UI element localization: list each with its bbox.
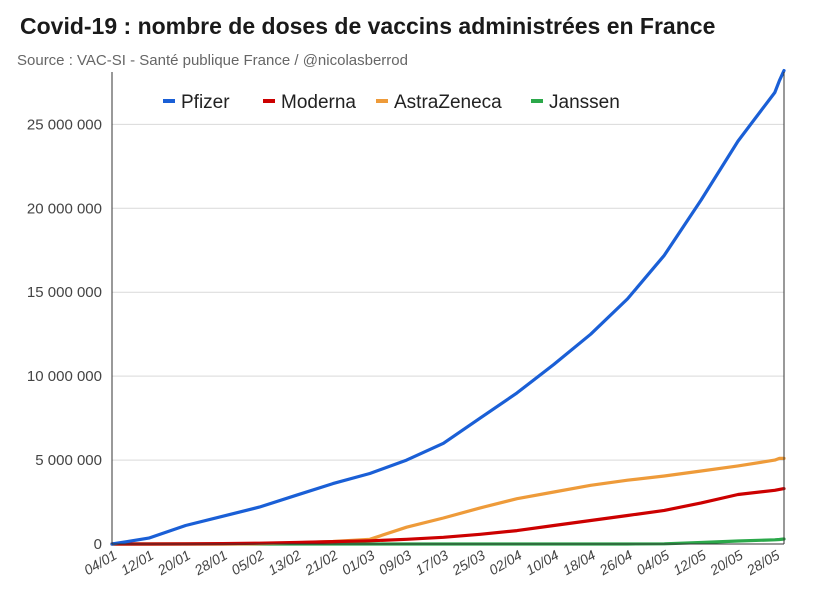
series-lines [110,68,786,546]
series-line-pfizer [110,68,786,546]
x-tick-label: 26/04 [596,547,635,579]
x-tick-label: 10/04 [523,547,562,578]
y-tick-label: 25 000 000 [27,116,102,133]
legend-label-janssen: Janssen [549,92,620,113]
y-tick-label: 15 000 000 [27,284,102,301]
x-tick-label: 02/04 [486,547,525,578]
y-tick-label: 10 000 000 [27,368,102,385]
x-tick-label: 21/02 [301,547,340,579]
series-line-moderna [110,487,786,546]
x-tick-label: 04/05 [633,547,672,578]
y-tick-label: 20 000 000 [27,200,102,217]
x-tick-label: 13/02 [265,547,304,578]
x-axis-ticks: 04/0112/0120/0128/0105/0213/0221/0201/03… [81,547,782,579]
x-tick-label: 25/03 [449,547,488,579]
x-tick-label: 05/02 [228,547,267,578]
chart-title: Covid-19 : nombre de doses de vaccins ad… [20,13,716,39]
x-tick-label: 18/04 [560,547,599,578]
x-tick-label: 12/01 [118,547,156,578]
x-tick-label: 20/01 [154,547,193,579]
legend: Pfizer Moderna AstraZeneca Janssen [163,92,620,113]
series-line-astrazeneca [110,456,786,546]
legend-label-moderna: Moderna [281,92,356,113]
x-tick-label: 09/03 [376,547,415,578]
y-tick-label: 5 000 000 [35,452,102,469]
x-tick-label: 28/05 [743,547,782,579]
axes [111,72,785,545]
x-tick-label: 12/05 [670,547,709,578]
legend-label-pfizer: Pfizer [181,92,230,113]
y-tick-label: 0 [94,536,102,553]
y-axis-ticks: 0 5 000 000 10 000 000 15 000 000 20 000 000… [27,116,102,553]
x-tick-label: 20/05 [706,547,745,579]
x-tick-label: 01/03 [339,547,378,578]
x-tick-label: 28/01 [191,547,230,579]
legend-label-astrazeneca: AstraZeneca [394,92,502,113]
chart-subtitle: Source : VAC-SI - Santé publique France … [17,52,408,69]
gridlines [112,123,784,461]
x-tick-label: 17/03 [413,547,452,578]
